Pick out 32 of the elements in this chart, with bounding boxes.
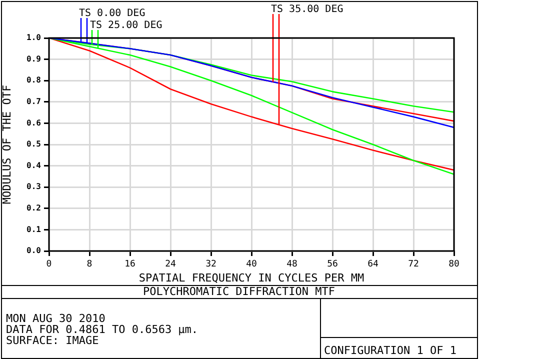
y-tick-label: 0.5 <box>26 140 42 149</box>
x-tick-label: 48 <box>286 260 298 270</box>
y-tick-label: 1.0 <box>26 33 42 42</box>
x-tick-label: 8 <box>86 260 92 270</box>
y-tick-label: 0.7 <box>26 96 42 106</box>
x-tick-label: 40 <box>246 260 257 270</box>
y-axis-title: MODULUS OF THE OTF <box>0 84 14 204</box>
y-tick-label: 0.3 <box>26 182 42 192</box>
y-tick-label: 0.8 <box>26 76 42 85</box>
text: SURFACE: IMAGE <box>6 334 100 347</box>
text: TS 35.00 DEG <box>271 4 344 15</box>
text: DATA FOR 0.4861 TO 0.6563 µm. <box>6 323 198 336</box>
y-tick-label: 0.2 <box>26 203 42 212</box>
x-tick-label: 56 <box>327 260 338 270</box>
text: MON AUG 30 2010 <box>6 312 106 325</box>
y-tick-label: 0.1 <box>26 224 42 234</box>
text: POLYCHROMATIC DIFFRACTION MTF <box>1 285 477 299</box>
y-tick-label: 0.9 <box>26 54 42 64</box>
x-tick-label: 80 <box>448 260 460 270</box>
x-tick-label: 72 <box>408 260 419 270</box>
x-tick-label: 16 <box>124 260 136 270</box>
text: TS 0.00 DEG <box>79 8 146 19</box>
x-tick-label: 0 <box>46 260 52 270</box>
x-tick-label: 24 <box>165 260 176 270</box>
series-label: TS 25.00 DEG <box>90 20 162 31</box>
x-tick-label: 32 <box>206 260 216 270</box>
y-tick-label: 0.6 <box>26 118 42 128</box>
x-axis-title: SPATIAL FREQUENCY IN CYCLES PER MM <box>138 271 364 284</box>
x-tick-label: 64 <box>368 260 378 270</box>
text: CONFIGURATION 1 OF 1 <box>324 344 456 357</box>
y-tick-label: 0.0 <box>26 246 42 256</box>
y-tick-label: 0.4 <box>26 160 42 170</box>
